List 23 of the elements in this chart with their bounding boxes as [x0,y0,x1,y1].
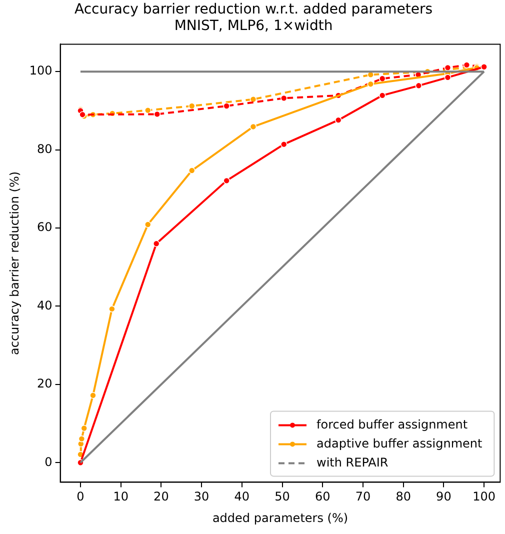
x-tick-label: 0 [76,490,84,504]
chart-title: Accuracy barrier reduction w.r.t. added parameters MNIST, MLP6, 1×width [74,2,433,34]
x-tick-label: 90 [436,490,452,504]
legend-label: with REPAIR [316,455,388,470]
x-tick-label: 100 [472,490,496,504]
x-tick-label: 60 [314,490,330,504]
y-tick-label: 40 [37,298,52,312]
x-tick-label: 70 [355,490,371,504]
y-axis-title: accuracy barrier reduction (%) [7,171,22,355]
x-tick-label: 40 [234,490,250,504]
legend-label: adaptive buffer assignment [316,436,482,450]
x-tick-label: 80 [396,490,411,504]
y-tick-label: 0 [44,454,52,469]
x-axis-title: added parameters (%) [212,510,348,525]
x-tick-label: 20 [154,490,169,504]
y-tick-label: 100 [29,64,52,78]
x-tick-label: 30 [194,490,210,504]
y-tick-label: 60 [37,220,52,234]
x-tick-label: 10 [113,490,128,504]
x-tick-label: 50 [274,490,290,504]
y-tick-label: 20 [37,376,52,391]
legend-label: forced buffer assignment [316,417,468,432]
y-tick-label: 80 [37,142,52,156]
